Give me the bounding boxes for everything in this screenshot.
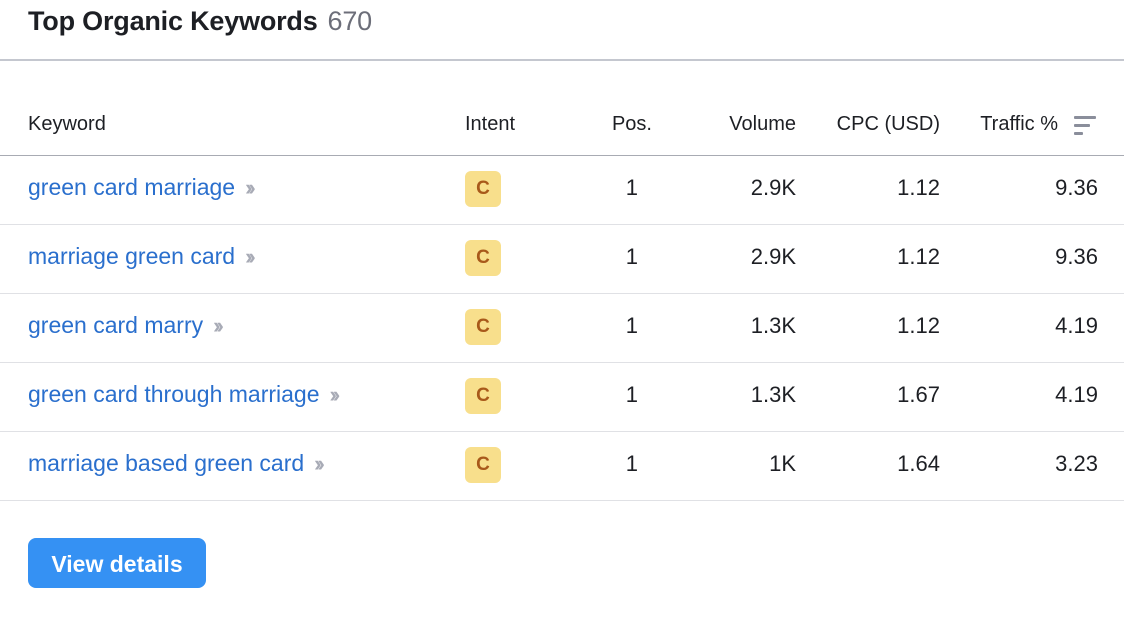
position-value: 1	[625, 175, 638, 200]
table-row: marriage green card ›› C 1 2.9K 1.12 9.36	[0, 225, 1124, 294]
traffic-value: 4.19	[1055, 313, 1098, 338]
volume-value: 1K	[769, 451, 796, 476]
header-divider	[0, 155, 1124, 156]
view-details-button[interactable]: View details	[28, 538, 206, 588]
table-row: green card marry ›› C 1 1.3K 1.12 4.19	[0, 294, 1124, 363]
header-intent[interactable]: Intent	[465, 113, 516, 135]
traffic-value: 3.23	[1055, 451, 1098, 476]
double-chevron-right-icon[interactable]: ››	[329, 382, 340, 407]
keyword-link[interactable]: green card through marriage ››	[28, 381, 340, 408]
title-text: Top Organic Keywords	[28, 6, 318, 36]
keyword-count: 670	[327, 6, 373, 36]
double-chevron-right-icon[interactable]: ››	[245, 175, 255, 200]
cpc-value: 1.64	[897, 451, 940, 476]
double-chevron-right-icon[interactable]: ››	[245, 244, 255, 269]
table-row: marriage based green card ›› C 1 1K 1.64 …	[0, 432, 1124, 501]
intent-badge: C	[465, 309, 501, 345]
header-pos[interactable]: Pos.	[611, 113, 652, 135]
cpc-value: 1.12	[897, 244, 940, 269]
intent-badge: C	[465, 378, 501, 414]
keyword-link[interactable]: marriage green card ››	[28, 243, 256, 270]
position-value: 1	[625, 244, 638, 269]
position-value: 1	[625, 382, 638, 407]
position-value: 1	[625, 451, 638, 476]
header-cpc[interactable]: CPC (USD)	[836, 113, 940, 135]
traffic-value: 4.19	[1055, 382, 1098, 407]
table-row: green card through marriage ›› C 1 1.3K 1…	[0, 363, 1124, 432]
keyword-text: green card marry	[28, 312, 204, 338]
header-keyword[interactable]: Keyword	[28, 113, 106, 135]
volume-value: 2.9K	[750, 244, 796, 269]
intent-badge: C	[465, 447, 501, 483]
cpc-value: 1.12	[897, 175, 940, 200]
cpc-value: 1.67	[897, 382, 940, 407]
keyword-text: marriage based green card	[28, 450, 305, 476]
double-chevron-right-icon[interactable]: ››	[314, 451, 324, 476]
volume-value: 1.3K	[750, 313, 796, 338]
sort-lines-icon[interactable]	[1074, 116, 1096, 136]
double-chevron-right-icon[interactable]: ››	[213, 313, 223, 338]
traffic-value: 9.36	[1055, 244, 1098, 269]
widget-title: Top Organic Keywords 670	[28, 6, 372, 37]
header-volume[interactable]: Volume	[729, 113, 796, 135]
table-row: green card marriage ›› C 1 2.9K 1.12 9.36	[0, 156, 1124, 225]
keyword-text: green card through marriage	[28, 381, 320, 407]
keyword-text: green card marriage	[28, 174, 236, 200]
keyword-link[interactable]: green card marriage ››	[28, 174, 256, 201]
volume-value: 2.9K	[750, 175, 796, 200]
keyword-link[interactable]: marriage based green card ››	[28, 450, 325, 477]
position-value: 1	[625, 313, 638, 338]
intent-badge: C	[465, 171, 501, 207]
volume-value: 1.3K	[750, 382, 796, 407]
keyword-text: marriage green card	[28, 243, 236, 269]
header-traffic[interactable]: Traffic %	[980, 113, 1058, 135]
intent-badge: C	[465, 240, 501, 276]
cpc-value: 1.12	[897, 313, 940, 338]
traffic-value: 9.36	[1055, 175, 1098, 200]
divider	[0, 59, 1124, 61]
keyword-link[interactable]: green card marry ››	[28, 312, 224, 339]
